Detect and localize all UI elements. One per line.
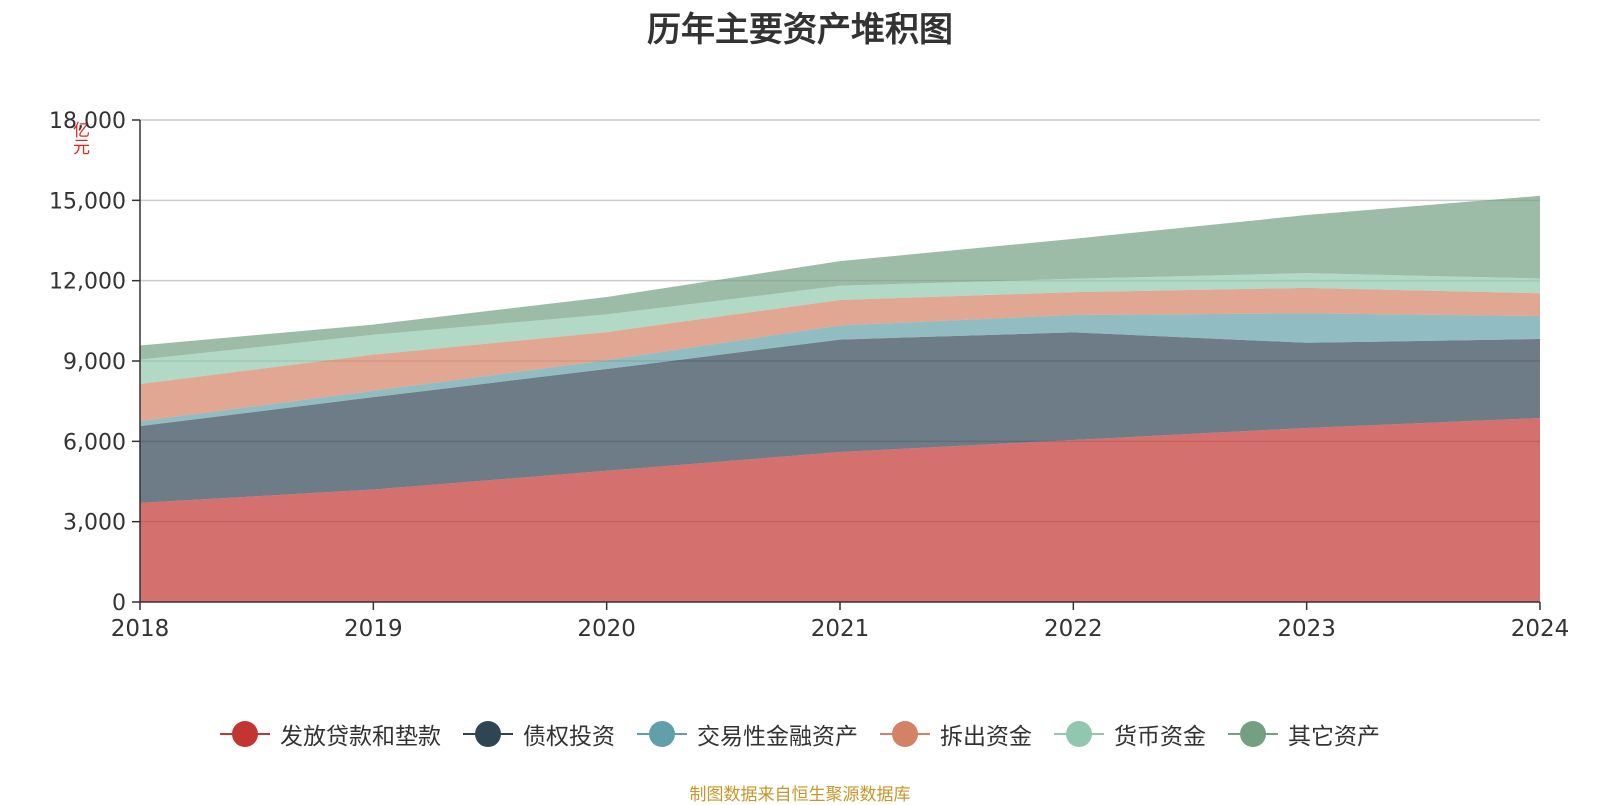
y-tick-label: 0: [112, 591, 126, 616]
source-note: 制图数据来自恒生聚源数据库: [689, 785, 911, 805]
area-series-1: [140, 418, 1540, 602]
legend-marker-icon: [880, 721, 930, 747]
y-tick-label: 6,000: [63, 430, 126, 455]
legend-label: 交易性金融资产: [697, 724, 858, 750]
legend-label: 债权投资: [523, 724, 615, 750]
area-series: [140, 195, 1540, 602]
x-tick-label: 2023: [1277, 616, 1336, 642]
legend-marker-icon: [220, 721, 270, 747]
area-series-3: [140, 313, 1540, 427]
legend-marker-icon: [637, 721, 687, 747]
legend-label: 拆出资金: [940, 724, 1032, 750]
y-tick-label: 9,000: [63, 350, 126, 375]
legend-marker-icon: [463, 721, 513, 747]
area-series-6: [140, 195, 1540, 360]
area-series-2: [140, 332, 1540, 503]
legend-item-4[interactable]: 拆出资金: [880, 717, 1032, 751]
x-tick-label: 2020: [577, 616, 636, 642]
legend-label: 货币资金: [1114, 724, 1206, 750]
legend: 发放贷款和垫款 债权投资 交易性金融资产 拆出资金 货币资金 其它资产: [0, 717, 1600, 751]
chart-title: 历年主要资产堆积图: [647, 10, 953, 50]
legend-marker-icon: [1228, 721, 1278, 747]
x-tick-label: 2024: [1511, 616, 1570, 642]
y-tick-label: 18,000: [49, 109, 126, 134]
legend-label: 发放贷款和垫款: [280, 724, 441, 750]
legend-label: 其它资产: [1288, 724, 1380, 750]
x-tick-label: 2019: [344, 616, 403, 642]
area-series-4: [140, 287, 1540, 422]
legend-item-6[interactable]: 其它资产: [1228, 717, 1380, 751]
legend-item-1[interactable]: 发放贷款和垫款: [220, 717, 441, 751]
x-tick-label: 2021: [811, 616, 870, 642]
x-tick-label: 2022: [1044, 616, 1103, 642]
axes: 0 3,000 6,000 9,000 12,000 15,000 18,000 2018 20…: [49, 109, 1569, 642]
y-tick-label: 3,000: [63, 511, 126, 536]
legend-item-5[interactable]: 货币资金: [1054, 717, 1206, 751]
y-tick-label: 12,000: [49, 270, 126, 295]
legend-item-2[interactable]: 债权投资: [463, 717, 615, 751]
legend-marker-icon: [1054, 721, 1104, 747]
y-tick-label: 15,000: [49, 189, 126, 214]
area-series-5: [140, 273, 1540, 385]
x-tick-label: 2018: [111, 616, 170, 642]
legend-item-3[interactable]: 交易性金融资产: [637, 717, 858, 751]
y-axis-unit-label: 亿元: [69, 121, 89, 155]
